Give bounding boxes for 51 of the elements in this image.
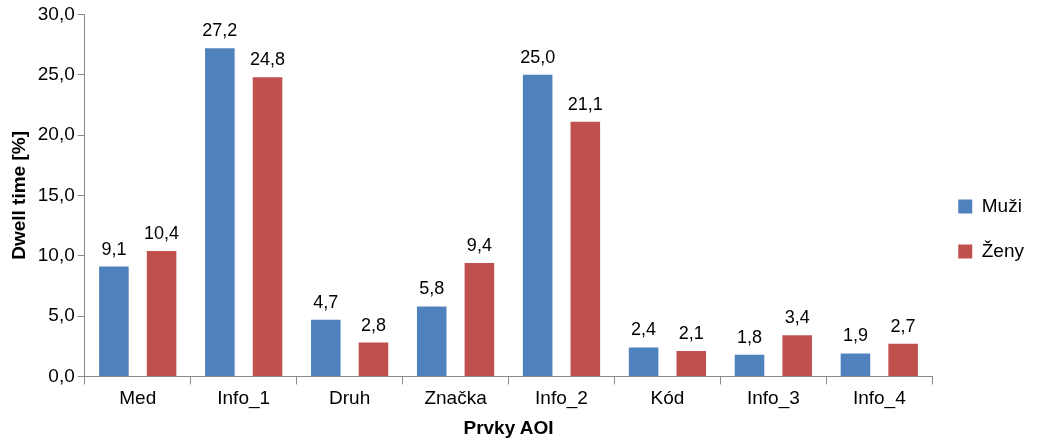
y-tick-label: 20,0 — [37, 123, 75, 145]
x-tick-label: Info_2 — [535, 387, 588, 410]
x-tick-label: Info_1 — [217, 387, 271, 410]
bar — [358, 342, 389, 376]
bar — [99, 266, 129, 376]
data-label: 21,1 — [567, 93, 603, 114]
data-label: 1,8 — [737, 326, 763, 347]
x-tick-label: Info_3 — [746, 387, 800, 410]
data-label: 9,1 — [101, 238, 127, 259]
bar — [416, 306, 447, 376]
data-label: 3,4 — [784, 307, 810, 328]
x-tick-label: Druh — [329, 387, 371, 409]
x-tick-label: Kód — [650, 387, 685, 409]
data-label: 2,1 — [678, 323, 704, 344]
data-label: 9,4 — [466, 234, 492, 255]
x-tick-label: Značka — [424, 387, 488, 409]
bar — [522, 74, 553, 376]
y-tick-label: 5,0 — [48, 304, 75, 326]
y-tick-label: 0,0 — [48, 364, 75, 386]
x-tick-label: Info_4 — [852, 387, 907, 410]
bar — [146, 250, 177, 376]
bar — [734, 354, 765, 376]
data-label: 2,7 — [890, 315, 916, 336]
data-label: 10,4 — [144, 222, 180, 243]
y-tick-label: 15,0 — [37, 183, 75, 205]
bar — [464, 262, 495, 376]
bar — [205, 48, 235, 376]
bar — [840, 353, 871, 376]
data-label: 25,0 — [520, 46, 556, 67]
data-label: 1,9 — [842, 325, 868, 346]
data-label: 4,7 — [313, 291, 339, 312]
data-label: 5,8 — [419, 278, 445, 299]
y-axis-title: Dwell time [%] — [7, 130, 29, 260]
y-tick-label: 10,0 — [37, 243, 75, 265]
bar — [252, 77, 283, 376]
legend-label: Muži — [981, 194, 1022, 216]
bar — [782, 335, 812, 376]
y-tick-label: 25,0 — [37, 62, 75, 84]
data-label: 2,8 — [360, 314, 386, 335]
data-label: 24,8 — [249, 49, 286, 70]
legend-label: Ženy — [981, 239, 1025, 261]
bar — [628, 347, 659, 376]
bar — [311, 319, 341, 376]
bar — [888, 343, 918, 376]
bar — [676, 351, 707, 376]
x-axis-title: Prvky AOI — [463, 416, 554, 438]
y-tick-label: 30,0 — [37, 2, 75, 24]
data-label: 27,2 — [202, 20, 238, 41]
data-label: 2,4 — [631, 319, 657, 340]
x-tick-label: Med — [119, 387, 157, 409]
bar — [570, 121, 601, 376]
